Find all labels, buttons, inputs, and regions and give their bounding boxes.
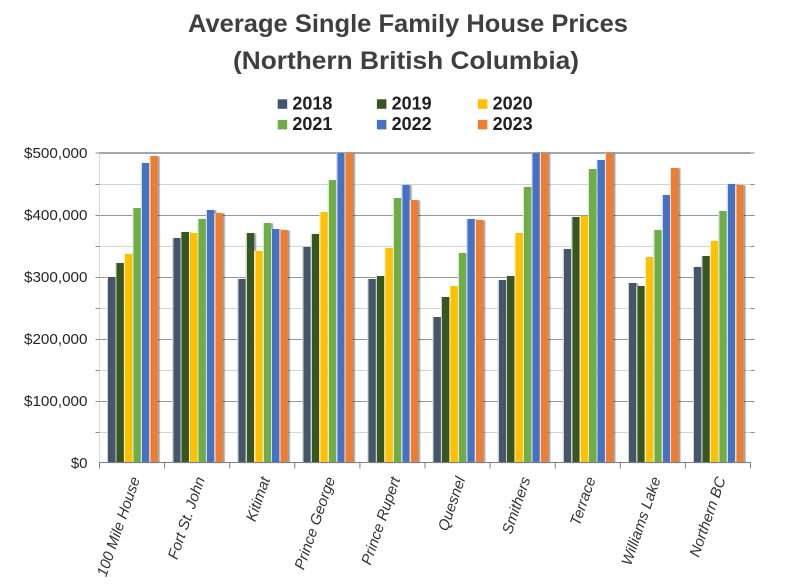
svg-text:$200,000: $200,000: [24, 331, 88, 348]
svg-text:$100,000: $100,000: [24, 393, 88, 410]
svg-text:$0: $0: [71, 455, 88, 472]
svg-text:2021: 2021: [292, 114, 332, 134]
svg-text:2022: 2022: [392, 114, 432, 134]
svg-text:2020: 2020: [493, 94, 533, 114]
svg-text:Average Single Family House Pr: Average Single Family House Prices: [188, 10, 628, 38]
svg-text:$500,000: $500,000: [24, 145, 88, 162]
svg-text:(Northern British Columbia): (Northern British Columbia): [233, 47, 579, 75]
svg-text:$300,000: $300,000: [24, 269, 88, 286]
svg-text:$400,000: $400,000: [24, 207, 88, 224]
svg-text:2019: 2019: [392, 94, 432, 114]
svg-text:2023: 2023: [493, 114, 533, 134]
svg-text:2018: 2018: [292, 94, 332, 114]
